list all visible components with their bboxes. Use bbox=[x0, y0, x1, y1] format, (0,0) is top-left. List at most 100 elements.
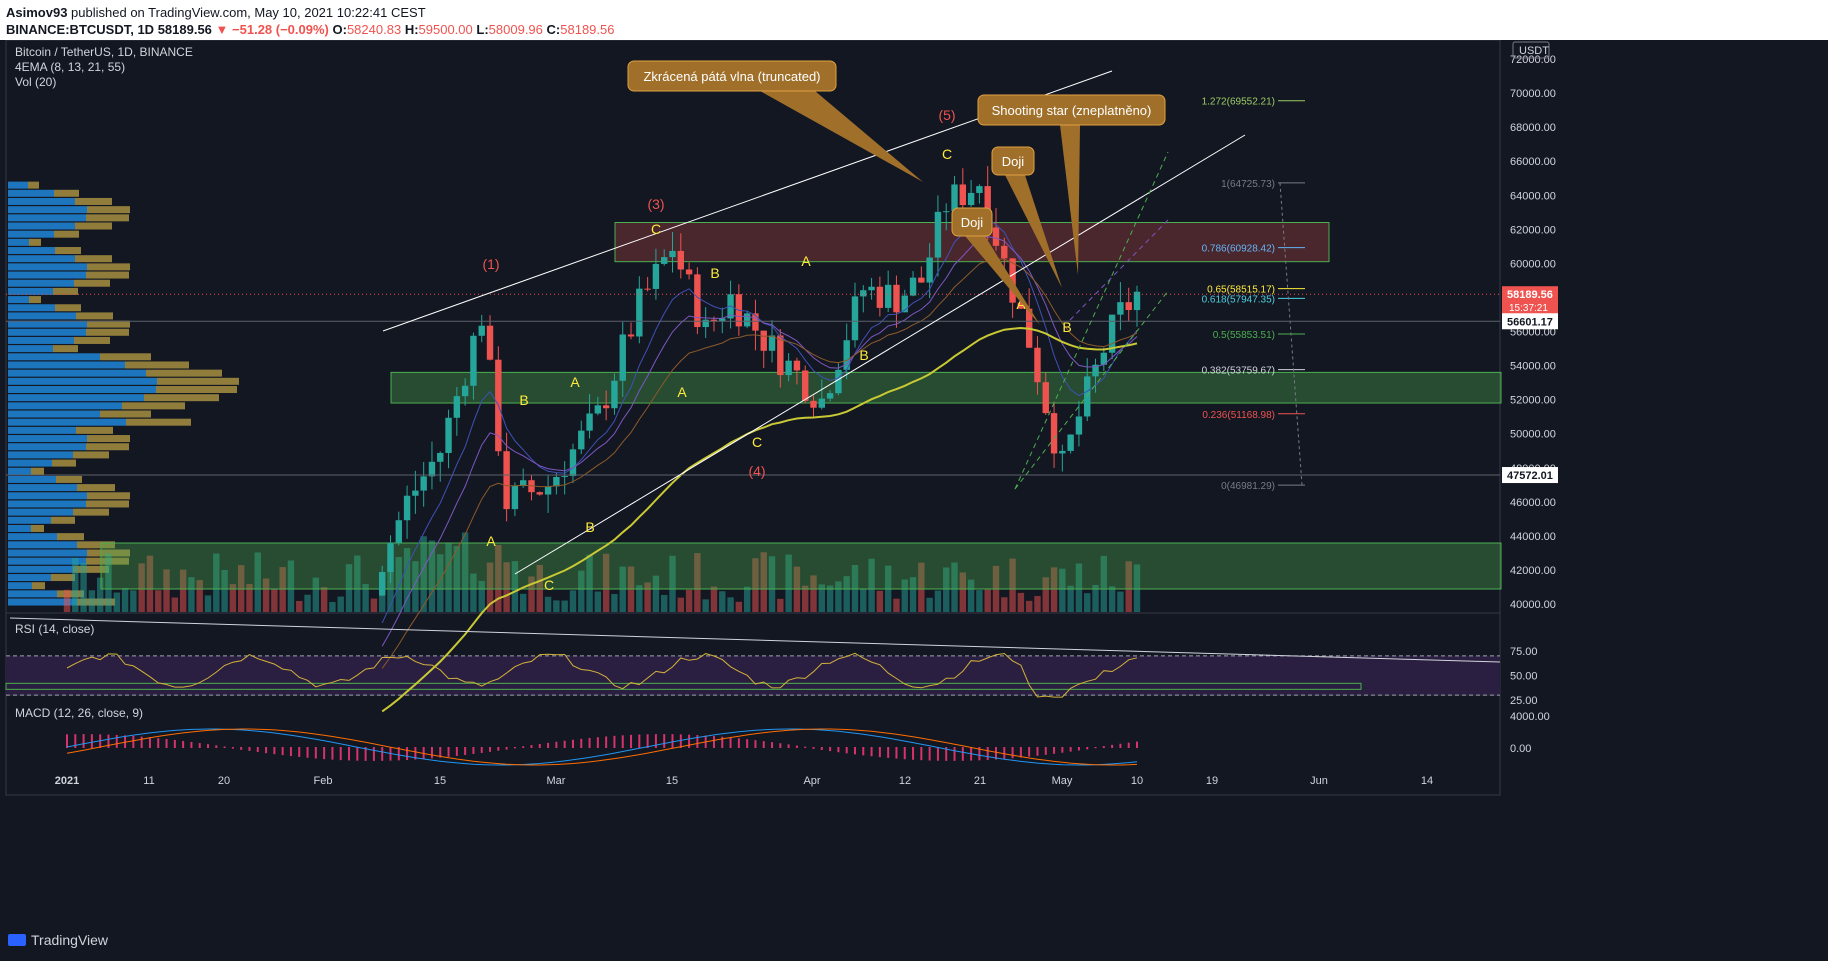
callout-box bbox=[951, 207, 993, 237]
macd-histogram bbox=[845, 747, 848, 754]
candle-body bbox=[412, 490, 419, 496]
macd-histogram bbox=[372, 747, 375, 761]
volume-bar bbox=[569, 590, 577, 612]
tradingview-logo[interactable]: TradingView bbox=[8, 932, 108, 948]
macd-histogram bbox=[671, 734, 674, 748]
macd-histogram bbox=[265, 747, 268, 754]
macd-histogram bbox=[198, 743, 201, 748]
wave-label: C bbox=[942, 146, 952, 162]
volume-profile-bar bbox=[77, 484, 115, 492]
candle-body bbox=[951, 184, 958, 212]
macd-histogram bbox=[820, 747, 823, 751]
candle-body bbox=[602, 405, 610, 409]
volume-bar bbox=[727, 597, 734, 612]
author-name[interactable]: Asimov93 bbox=[6, 5, 68, 20]
volume-bar bbox=[909, 577, 917, 612]
macd-histogram bbox=[1102, 746, 1105, 748]
macd-legend[interactable]: MACD (12, 26, close, 9) bbox=[15, 706, 144, 720]
rsi-legend[interactable]: RSI (14, close) bbox=[15, 622, 95, 636]
tradingview-icon bbox=[8, 934, 26, 946]
fib-label: 0.236(51168.98) bbox=[1202, 410, 1275, 421]
price-tag: 47572.01 bbox=[1507, 470, 1553, 482]
volume-profile-bar bbox=[73, 565, 109, 573]
volume-bar bbox=[677, 597, 684, 612]
volume-bar bbox=[835, 581, 842, 612]
volume-bar bbox=[461, 532, 469, 612]
volume-bar bbox=[287, 560, 295, 612]
price-tick: 66000.00 bbox=[1510, 156, 1556, 168]
macd-tick: 4000.00 bbox=[1510, 711, 1550, 723]
volume-profile-bar bbox=[8, 189, 54, 197]
volume-bar bbox=[155, 590, 162, 612]
volume-profile-bar bbox=[28, 181, 39, 189]
wave-label: B bbox=[519, 392, 528, 408]
candle-body bbox=[992, 227, 1000, 246]
macd-histogram bbox=[1119, 743, 1122, 748]
volume-profile-bar bbox=[8, 361, 125, 369]
macd-histogram bbox=[837, 747, 840, 753]
volume-bar bbox=[810, 575, 817, 612]
volume-profile-bar bbox=[86, 443, 129, 451]
ema-21 bbox=[381, 258, 1138, 669]
volume-legend[interactable]: Vol (20) bbox=[15, 75, 57, 89]
brand-name: TradingView bbox=[31, 932, 109, 948]
volume-bar bbox=[271, 588, 278, 612]
fib-label: 0.65(58515.17) bbox=[1207, 285, 1275, 296]
macd-histogram bbox=[306, 747, 309, 758]
volume-profile-bar bbox=[8, 345, 53, 353]
volume-profile-bar bbox=[8, 197, 75, 205]
macd-histogram bbox=[538, 743, 541, 748]
rsi-tick: 25.00 bbox=[1510, 695, 1538, 707]
price-tick: 68000.00 bbox=[1510, 122, 1556, 134]
time-tick: 10 bbox=[1131, 775, 1143, 787]
macd-histogram bbox=[331, 747, 334, 760]
currency-box bbox=[1512, 41, 1550, 59]
candle-body bbox=[403, 495, 411, 521]
candle-body bbox=[470, 335, 477, 386]
volume-profile-bar bbox=[8, 181, 28, 189]
candle-body bbox=[486, 325, 494, 360]
macd-histogram bbox=[472, 747, 475, 754]
volume-profile-bar bbox=[8, 475, 56, 483]
callout-text: Doji bbox=[961, 215, 984, 230]
volume-profile-bar bbox=[31, 524, 44, 532]
ema-legend[interactable]: 4EMA (8, 13, 21, 55) bbox=[15, 60, 126, 74]
time-tick: Mar bbox=[547, 775, 566, 787]
volume-bar bbox=[188, 577, 195, 612]
volume-bar bbox=[876, 590, 884, 612]
volume-bar bbox=[470, 573, 477, 612]
candle-body bbox=[437, 452, 444, 462]
volume-bar bbox=[63, 589, 71, 612]
volume-profile-bar bbox=[8, 386, 156, 393]
price-tag-bg bbox=[1502, 313, 1558, 330]
volume-profile-bar bbox=[87, 320, 130, 328]
chart-title[interactable]: Bitcoin / TetherUS, 1D, BINANCE bbox=[15, 45, 193, 59]
candle-body bbox=[719, 318, 726, 322]
volume-bar bbox=[254, 552, 261, 612]
volume-profile-bar bbox=[144, 394, 219, 402]
volume-bar bbox=[171, 597, 179, 612]
volume-bar bbox=[445, 542, 452, 612]
volume-bar bbox=[984, 589, 991, 612]
macd-histogram bbox=[729, 737, 732, 748]
wave-label: A bbox=[801, 253, 811, 269]
price-tick: 60000.00 bbox=[1510, 258, 1556, 270]
callout-pointer bbox=[1060, 125, 1080, 275]
macd-histogram bbox=[497, 747, 500, 751]
candle-body bbox=[661, 257, 668, 264]
macd-histogram bbox=[356, 747, 359, 761]
volume-bar bbox=[196, 580, 203, 612]
time-tick: 2021 bbox=[55, 775, 79, 787]
volume-profile-bar bbox=[86, 328, 129, 336]
volume-bar bbox=[760, 552, 767, 612]
macd-histogram bbox=[190, 741, 193, 748]
volume-bar bbox=[204, 595, 212, 612]
volume-bar bbox=[578, 570, 585, 612]
candle-body bbox=[586, 413, 593, 431]
lower-trendline bbox=[514, 134, 1246, 575]
price-chart[interactable]: 1.272(69552.21) 1(64725.73) 0.786(60928.42… bbox=[0, 40, 1828, 928]
volume-profile-bar bbox=[52, 459, 76, 467]
volume-profile-bar bbox=[8, 443, 86, 451]
macd-histogram bbox=[513, 747, 516, 749]
candle-body bbox=[1125, 302, 1132, 311]
